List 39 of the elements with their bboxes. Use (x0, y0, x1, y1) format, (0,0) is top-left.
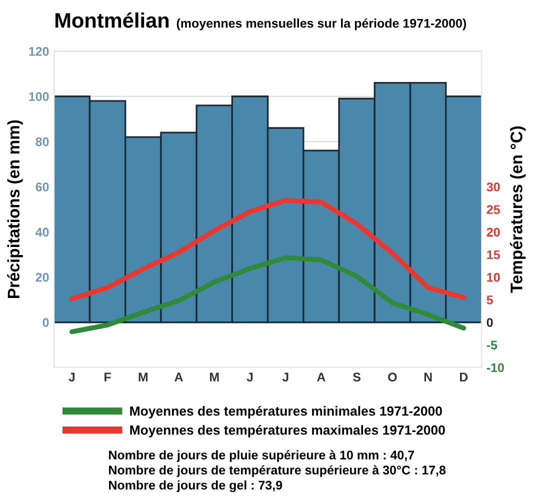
text: Nombre de jours de gel : 73,9 (109, 480, 282, 492)
y-tick-label: 120 (29, 47, 49, 56)
y-tick-label: 100 (29, 92, 49, 102)
y2-axis-title: Températures (en °C) (510, 126, 526, 293)
legend-label: Moyennes des températures maximales 1971-2000 (130, 424, 445, 438)
y2-tick-label: 30 (486, 182, 500, 192)
x-tick-label: J (246, 372, 253, 382)
y2-tick-label: 15 (487, 250, 500, 260)
x-tick-label: F (104, 372, 111, 382)
y2-tick-label: 10 (487, 272, 500, 282)
y2-tick-label: 0 (486, 318, 493, 327)
y2-tick-label: -5 (486, 340, 498, 350)
y-tick-label: 80 (36, 137, 49, 146)
y2-tick-label: 25 (486, 205, 500, 214)
y-tick-label: 0 (42, 318, 49, 327)
y2-tick-label: 5 (486, 296, 493, 304)
text: Nombre de jours de pluie supérieure à 10 mm : 40,7 (109, 450, 414, 462)
line-series (69, 255, 466, 334)
x-tick-label: S (353, 372, 361, 382)
x-tick-label: N (424, 372, 432, 382)
y-axis-title: Précipitations (en mm) (7, 120, 23, 298)
y2-tick-label: 20 (486, 228, 500, 237)
x-tick-label: O (388, 372, 397, 382)
text: Nombre de jours de température supérieure à 30°C : 17,8 (109, 465, 446, 477)
x-tick-label: J (282, 372, 288, 382)
x-tick-label: M (210, 372, 219, 382)
y-tick-label: 60 (36, 182, 49, 192)
chart-subtitle: (moyennes mensuelles sur la période 1971-2000) (176, 18, 466, 30)
legend-label: Moyennes des températures minimales 1971-2000 (130, 406, 442, 418)
y2-tick-label: -10 (486, 363, 504, 372)
chart-title: Montmélian (55, 12, 169, 28)
y-tick-label: 20 (36, 272, 49, 282)
x-tick-label: A (174, 372, 183, 382)
y-tick-label: 40 (36, 228, 49, 237)
x-tick-label: J (68, 372, 75, 382)
x-tick-label: D (460, 372, 468, 382)
x-tick-label: A (317, 372, 326, 382)
x-tick-label: M (138, 372, 148, 382)
line-series (69, 198, 466, 302)
